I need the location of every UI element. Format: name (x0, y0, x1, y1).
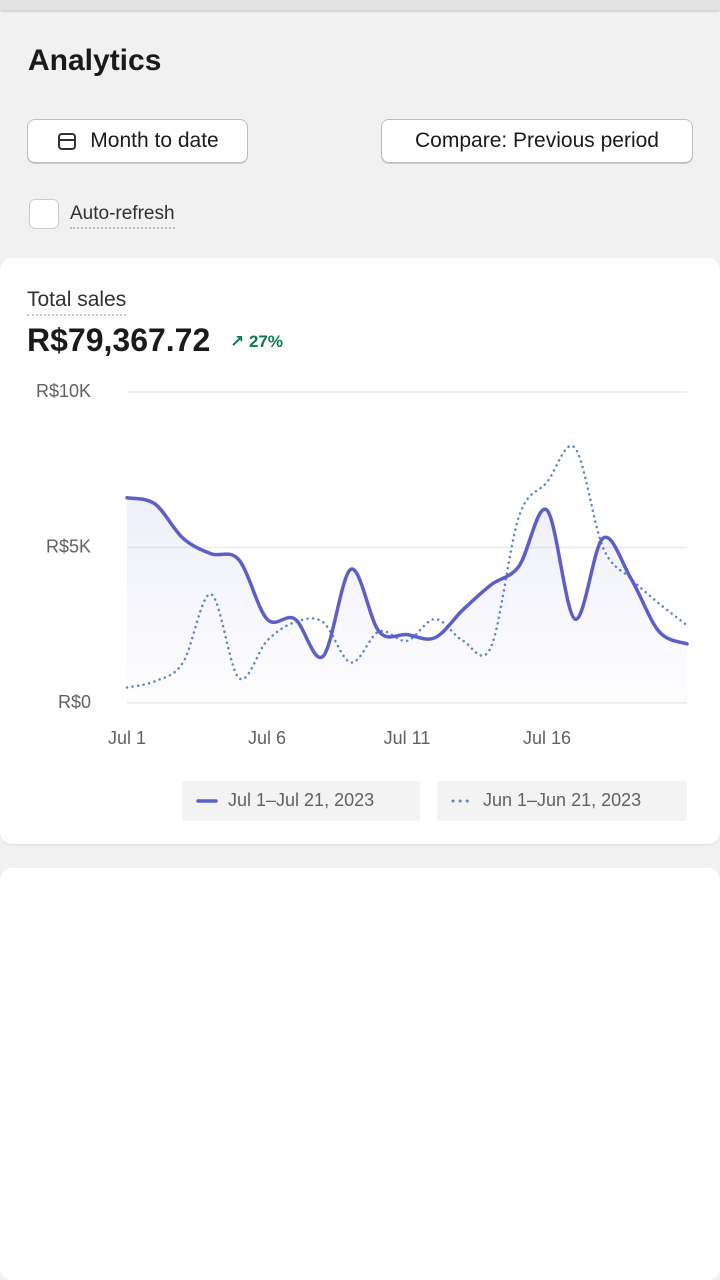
line (125, 495, 689, 660)
auto-refresh-checkbox[interactable] (29, 199, 59, 229)
legend-box (437, 781, 687, 821)
x-tick-label: Jul 16 (523, 728, 571, 748)
legend-label: Jul 1–Jul 21, 2023 (228, 790, 374, 810)
chart: R$0 R$5K R$10K Jul 1 Jul 6 Jul 11 Jul 16 Jul 1–… (36, 381, 689, 821)
page-title: Analytics (28, 44, 162, 77)
up-arrow: ↗ (230, 332, 249, 351)
metric-value: R$79,367.72 (27, 322, 211, 358)
auto-refresh-label[interactable]: Auto-refresh (70, 203, 175, 229)
metric-label: Total sales (27, 288, 127, 316)
date-range-label: Month to date (90, 129, 219, 152)
metric-change: ↗ 27% (230, 332, 283, 352)
y-tick-label: R$5K (46, 536, 91, 556)
legend-label: Jun 1–Jun 21, 2023 (483, 790, 641, 810)
x-tick-label: Jul 6 (248, 728, 286, 748)
legend-item[interactable]: Jun 1–Jun 21, 2023 (437, 781, 687, 821)
change-value: 27% (248, 332, 283, 351)
empty-card (0, 868, 720, 1280)
line (125, 444, 689, 689)
legend-item[interactable]: Jul 1–Jul 21, 2023 (182, 781, 420, 821)
area (127, 497, 687, 703)
date-range-button[interactable]: Month to date (27, 119, 248, 163)
x-tick-label: Jul 11 (384, 728, 431, 748)
compare-label: Compare: Previous period (415, 129, 659, 152)
x-tick-label: Jul 1 (108, 728, 146, 748)
y-tick-label: R$0 (58, 692, 91, 712)
calendar-icon (58, 133, 77, 150)
compare-button[interactable]: Compare: Previous period (381, 119, 693, 163)
top-bar (0, 0, 720, 10)
legend-box (182, 781, 420, 821)
y-tick-label: R$10K (36, 381, 91, 401)
